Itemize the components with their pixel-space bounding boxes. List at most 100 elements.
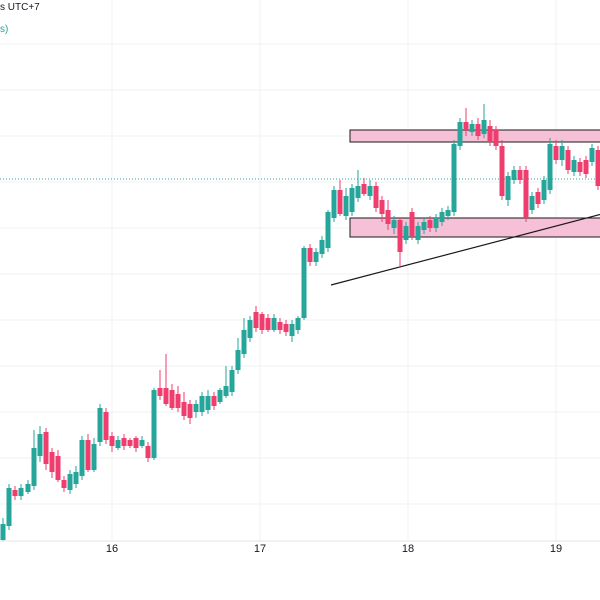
- candle[interactable]: [121, 434, 127, 450]
- candle[interactable]: [367, 180, 373, 200]
- candle[interactable]: [427, 216, 433, 232]
- candle[interactable]: [511, 166, 517, 184]
- candle[interactable]: [493, 126, 499, 150]
- candle[interactable]: [67, 470, 73, 494]
- candle[interactable]: [583, 156, 589, 178]
- candle[interactable]: [253, 306, 259, 332]
- candle[interactable]: [481, 104, 487, 138]
- candle[interactable]: [283, 320, 289, 336]
- candle[interactable]: [385, 200, 391, 230]
- candle[interactable]: [529, 192, 535, 214]
- candle[interactable]: [379, 196, 385, 222]
- candle[interactable]: [553, 140, 559, 164]
- candle[interactable]: [403, 222, 409, 244]
- candle[interactable]: [463, 108, 469, 136]
- candle[interactable]: [73, 466, 79, 488]
- candle[interactable]: [391, 216, 397, 234]
- candle[interactable]: [133, 436, 139, 452]
- candle[interactable]: [115, 436, 121, 450]
- candle[interactable]: [559, 140, 565, 166]
- candle[interactable]: [109, 432, 115, 452]
- candle[interactable]: [595, 146, 600, 190]
- candle[interactable]: [451, 140, 457, 216]
- candle[interactable]: [211, 392, 217, 410]
- candle[interactable]: [307, 244, 313, 266]
- candle[interactable]: [25, 480, 31, 494]
- candle[interactable]: [523, 166, 529, 222]
- candle[interactable]: [355, 170, 361, 202]
- candle[interactable]: [343, 188, 349, 220]
- candle[interactable]: [373, 182, 379, 212]
- candle[interactable]: [319, 236, 325, 258]
- candle[interactable]: [79, 436, 85, 480]
- candle[interactable]: [205, 390, 211, 414]
- candle[interactable]: [199, 392, 205, 416]
- candle[interactable]: [415, 222, 421, 244]
- candle[interactable]: [433, 214, 439, 232]
- candle[interactable]: [265, 314, 271, 332]
- candle[interactable]: [589, 144, 595, 166]
- candle[interactable]: [331, 186, 337, 222]
- candle[interactable]: [541, 176, 547, 204]
- candle[interactable]: [457, 118, 463, 150]
- candle[interactable]: [223, 366, 229, 398]
- candle[interactable]: [397, 218, 403, 268]
- candle[interactable]: [169, 384, 175, 410]
- candle[interactable]: [277, 318, 283, 334]
- candle[interactable]: [271, 314, 277, 332]
- candle[interactable]: [157, 370, 163, 400]
- candle[interactable]: [475, 118, 481, 140]
- candle[interactable]: [187, 400, 193, 424]
- candle[interactable]: [577, 158, 583, 176]
- candle[interactable]: [565, 146, 571, 174]
- candle[interactable]: [12, 486, 18, 500]
- candle[interactable]: [295, 316, 301, 334]
- candle[interactable]: [487, 120, 493, 146]
- candle[interactable]: [325, 210, 331, 252]
- candle[interactable]: [61, 476, 67, 492]
- candle[interactable]: [229, 366, 235, 396]
- candle[interactable]: [289, 320, 295, 342]
- candle[interactable]: [445, 206, 451, 220]
- candle[interactable]: [469, 120, 475, 136]
- candle[interactable]: [151, 388, 157, 460]
- candle[interactable]: [217, 388, 223, 404]
- candle[interactable]: [409, 208, 415, 240]
- candle[interactable]: [313, 248, 319, 266]
- candle[interactable]: [85, 434, 91, 472]
- candle[interactable]: [43, 428, 49, 470]
- candle[interactable]: [505, 172, 511, 206]
- candle[interactable]: [571, 156, 577, 176]
- candle[interactable]: [6, 484, 12, 530]
- candle[interactable]: [499, 140, 505, 200]
- candle[interactable]: [517, 166, 523, 184]
- candle[interactable]: [175, 386, 181, 412]
- candles-layer[interactable]: [0, 104, 600, 541]
- candle[interactable]: [103, 408, 109, 444]
- candle[interactable]: [337, 180, 343, 216]
- candle[interactable]: [349, 184, 355, 216]
- candle[interactable]: [97, 404, 103, 446]
- candle[interactable]: [535, 188, 541, 208]
- candle[interactable]: [145, 442, 151, 462]
- candle[interactable]: [55, 450, 61, 482]
- candle[interactable]: [181, 392, 187, 420]
- candle[interactable]: [18, 484, 24, 500]
- candle[interactable]: [547, 138, 553, 194]
- candle[interactable]: [127, 438, 133, 448]
- candle[interactable]: [0, 518, 6, 541]
- candle[interactable]: [247, 316, 253, 342]
- candle[interactable]: [241, 318, 247, 358]
- candle[interactable]: [31, 430, 37, 490]
- candle[interactable]: [37, 426, 43, 462]
- candle[interactable]: [439, 208, 445, 226]
- candle[interactable]: [301, 246, 307, 320]
- candle[interactable]: [91, 438, 97, 472]
- candle[interactable]: [235, 338, 241, 374]
- candle[interactable]: [49, 448, 55, 478]
- candle[interactable]: [421, 218, 427, 234]
- candle[interactable]: [361, 178, 367, 196]
- candle[interactable]: [163, 354, 169, 406]
